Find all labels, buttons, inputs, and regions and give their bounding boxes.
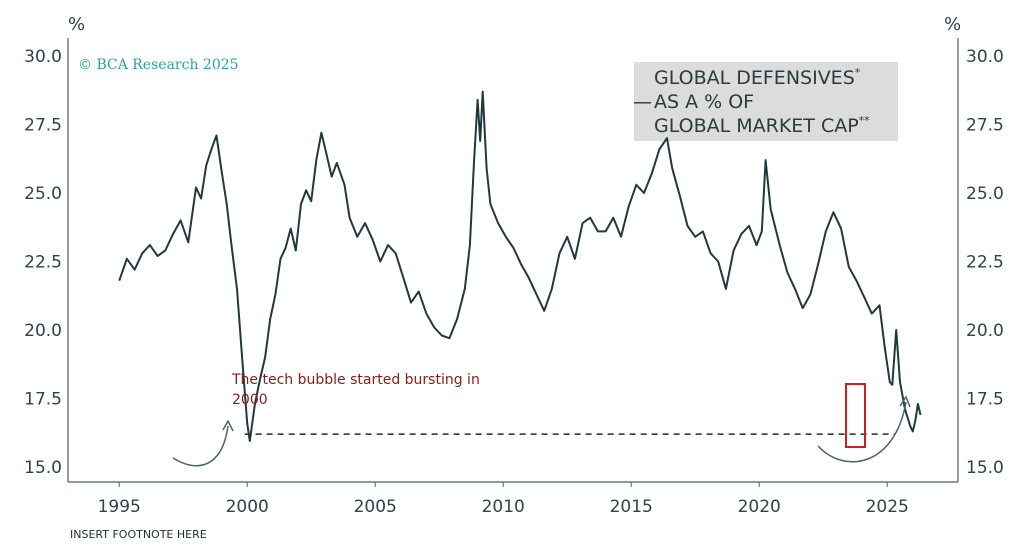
y-tick-left-22.5: 22.5 [24, 253, 62, 273]
legend-sup-1: * [855, 66, 861, 79]
x-tick-2020: 2020 [738, 497, 781, 517]
y-tick-right-27.5: 27.5 [966, 116, 1004, 136]
legend-line-3-text: GLOBAL MARKET CAP [654, 115, 859, 137]
legend-background [634, 62, 898, 141]
y-axis-right-ticks: 30.0 27.5 25.0 22.5 20.0 17.5 15.0 [966, 47, 1004, 478]
y-tick-right-20.0: 20.0 [966, 321, 1004, 341]
right-unit-label: % [944, 14, 961, 35]
x-tick-1995: 1995 [98, 497, 141, 517]
y-tick-right-30.0: 30.0 [966, 47, 1004, 67]
x-tick-2025: 2025 [866, 497, 909, 517]
series-line [118, 90, 922, 442]
y-axis-left-ticks: 30.0 27.5 25.0 22.5 20.0 17.5 15.0 [24, 47, 62, 478]
x-tick-2000: 2000 [226, 497, 269, 517]
legend-series-dash: — [633, 91, 652, 113]
bca-credit: © BCA Research 2025 [78, 57, 239, 73]
y-tick-left-25.0: 25.0 [24, 184, 62, 204]
y-tick-left-27.5: 27.5 [24, 116, 62, 136]
legend-line-2: AS A % OF [654, 91, 754, 113]
left-curved-arrow [172, 419, 234, 467]
right-curved-arrow [817, 395, 911, 463]
left-arrow-curve [172, 425, 229, 467]
legend-line-3: GLOBAL MARKET CAP** [654, 114, 870, 137]
y-tick-left-30.0: 30.0 [24, 47, 62, 67]
y-tick-left-20.0: 20.0 [24, 321, 62, 341]
legend-line-1-text: GLOBAL DEFENSIVES [654, 67, 855, 89]
tech-bubble-annotation: The tech bubble started bursting in 2000 [231, 372, 484, 408]
left-arrow-head [222, 419, 234, 432]
right-arrow-head [899, 395, 911, 408]
y-tick-left-15.0: 15.0 [24, 458, 62, 478]
recent-highlight-box [845, 383, 866, 448]
x-tick-2005: 2005 [354, 497, 397, 517]
right-arrow-curve [817, 401, 907, 463]
legend-sup-2: ** [859, 114, 871, 127]
footnote: INSERT FOOTNOTE HERE [70, 528, 207, 541]
left-unit-label: % [68, 14, 85, 35]
x-tick-2010: 2010 [482, 497, 525, 517]
tech-bubble-annotation-line-2: 2000 [232, 392, 268, 408]
legend-line-1: GLOBAL DEFENSIVES* [654, 66, 861, 89]
y-tick-right-25.0: 25.0 [966, 184, 1004, 204]
y-tick-right-22.5: 22.5 [966, 253, 1004, 273]
x-tick-2015: 2015 [610, 497, 653, 517]
legend: GLOBAL DEFENSIVES* — AS A % OF GLOBAL MA… [633, 62, 898, 141]
y-tick-right-17.5: 17.5 [966, 390, 1004, 410]
y-tick-right-15.0: 15.0 [966, 458, 1004, 478]
tech-bubble-annotation-line-1: The tech bubble started bursting in [231, 372, 480, 388]
x-axis-ticks: 1995 2000 2005 2010 2015 2020 2025 [98, 482, 909, 517]
y-tick-left-17.5: 17.5 [24, 390, 62, 410]
